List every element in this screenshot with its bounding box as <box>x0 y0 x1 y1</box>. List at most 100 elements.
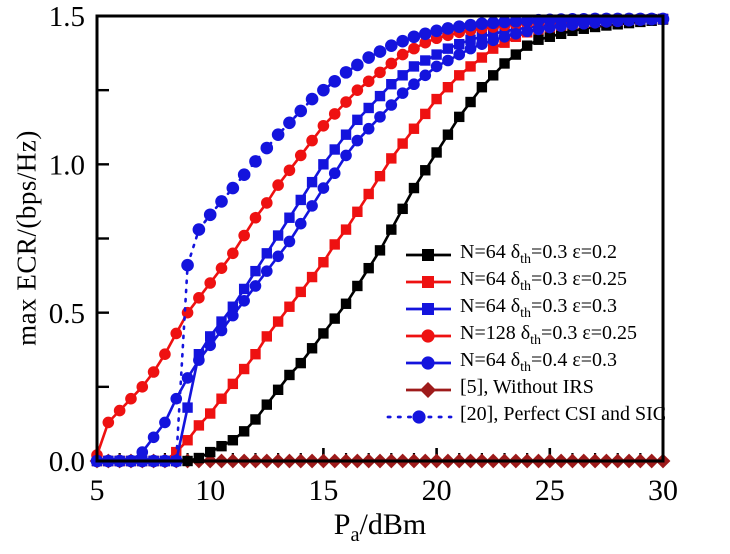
marker-circle <box>317 119 330 132</box>
marker-circle <box>283 116 296 130</box>
marker-square <box>499 37 510 48</box>
x-axis-title-sub: a <box>350 524 360 546</box>
legend-entry-6: [20], Perfect CSI and SIC <box>386 403 666 430</box>
legend-label: N=64 δth=0.3 ε=0.3 <box>460 295 617 322</box>
x-tick-label: 20 <box>422 474 452 507</box>
marker-circle <box>271 128 285 141</box>
marker-square <box>329 239 340 250</box>
legend-key-circle <box>406 328 451 343</box>
x-axis-title-main: P <box>333 508 351 541</box>
legend-entry-1: N=64 δth=0.3 ε=0.25 <box>386 268 666 295</box>
marker-square <box>431 49 442 60</box>
y-axis-title: max ECR/(bps/Hz) <box>11 130 42 346</box>
marker-circle <box>520 14 534 28</box>
marker-circle <box>509 15 523 28</box>
legend-key-circle <box>386 409 453 424</box>
legend-marker <box>421 328 435 343</box>
series-line <box>95 17 665 463</box>
marker-circle <box>294 149 307 162</box>
marker-square <box>363 262 374 274</box>
x-tick-label: 10 <box>195 474 225 507</box>
marker-circle <box>170 327 183 340</box>
marker-square <box>295 286 306 298</box>
marker-circle <box>510 28 522 40</box>
marker-square <box>422 275 434 288</box>
marker-square <box>284 301 295 312</box>
marker-circle <box>283 164 296 177</box>
marker-square <box>386 224 397 235</box>
marker-square <box>295 357 306 369</box>
marker-circle <box>521 25 533 38</box>
legend-entry-5: [5], Without IRS <box>386 376 666 403</box>
marker-circle <box>238 295 250 307</box>
marker-square <box>442 129 454 140</box>
marker-square <box>306 343 318 354</box>
marker-square <box>352 280 363 292</box>
marker-circle <box>441 22 455 35</box>
marker-square <box>193 452 205 464</box>
marker-square <box>363 102 374 114</box>
marker-circle <box>227 309 239 322</box>
marker-circle <box>340 96 352 108</box>
marker-square <box>465 61 476 72</box>
marker-diamond <box>420 381 436 398</box>
marker-circle <box>227 247 239 260</box>
marker-square <box>386 79 397 90</box>
legend-marker <box>422 302 434 315</box>
legend-label-text: [20], Perfect CSI and SIC <box>460 403 667 425</box>
marker-square <box>510 49 522 60</box>
marker-square <box>442 43 454 54</box>
marker-circle <box>272 179 284 191</box>
marker-circle <box>328 108 341 120</box>
legend-entry-0: N=64 δth=0.3 ε=0.2 <box>386 241 666 268</box>
marker-square <box>306 271 318 283</box>
legend-key-square <box>406 302 451 315</box>
marker-square <box>420 55 431 66</box>
marker-square <box>431 93 442 105</box>
legend-marker <box>420 381 436 398</box>
marker-circle <box>362 122 375 135</box>
marker-circle <box>396 48 409 61</box>
legend-label: [5], Without IRS <box>460 376 594 403</box>
marker-circle <box>452 20 466 33</box>
marker-square <box>352 206 363 217</box>
marker-circle <box>487 34 500 47</box>
marker-circle <box>204 277 216 289</box>
marker-circle <box>193 292 205 304</box>
marker-square <box>250 414 261 425</box>
marker-square <box>329 313 340 324</box>
marker-square <box>261 331 272 342</box>
marker-square <box>442 82 454 93</box>
y-tick-label: 0.5 <box>49 298 85 330</box>
marker-circle <box>418 27 432 41</box>
marker-circle <box>362 51 375 64</box>
marker-square <box>227 378 239 390</box>
marker-circle <box>317 83 330 97</box>
marker-square <box>261 248 272 259</box>
marker-circle <box>475 17 489 31</box>
legend-label-subscript: th <box>520 360 532 375</box>
marker-circle <box>486 16 500 30</box>
marker-circle <box>476 38 488 50</box>
marker-circle <box>339 66 353 79</box>
marker-circle <box>249 155 262 168</box>
marker-square <box>533 34 544 45</box>
marker-circle <box>102 416 115 429</box>
marker-circle <box>159 348 171 361</box>
marker-circle <box>249 211 262 224</box>
marker-square <box>238 363 250 375</box>
legend-key-square <box>406 275 451 288</box>
marker-circle <box>373 45 387 58</box>
marker-square <box>238 426 250 437</box>
legend-label: [20], Perfect CSI and SIC <box>460 403 666 430</box>
marker-circle <box>362 75 375 88</box>
marker-circle <box>385 57 398 70</box>
legend-key-square <box>406 248 451 261</box>
marker-square <box>454 38 465 50</box>
marker-square <box>272 384 284 395</box>
legend-label-text: =0.3 ε=0.3 <box>531 295 618 317</box>
y-tick-label: 0.0 <box>49 446 85 478</box>
marker-square <box>422 302 434 315</box>
marker-circle <box>328 167 341 180</box>
legend-label-text: N=64 δ <box>460 268 521 290</box>
